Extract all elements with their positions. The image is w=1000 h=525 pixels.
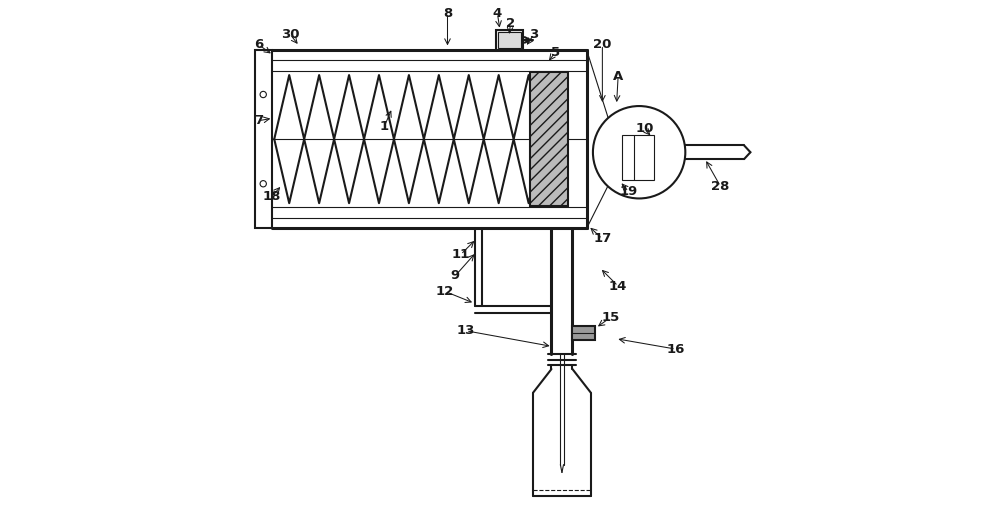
Circle shape (260, 91, 266, 98)
Text: 2: 2 (506, 17, 515, 30)
Bar (530, 72, 568, 206)
Text: 17: 17 (593, 233, 612, 245)
Text: 12: 12 (436, 285, 454, 298)
Text: 28: 28 (711, 180, 730, 193)
Text: 9: 9 (451, 269, 460, 282)
Text: 16: 16 (667, 343, 685, 355)
Text: 15: 15 (601, 311, 619, 324)
Bar (622, 135, 654, 180)
Text: 14: 14 (609, 280, 627, 292)
Circle shape (593, 106, 685, 198)
Bar (255, 50, 272, 228)
Text: 30: 30 (281, 28, 299, 40)
Text: 3: 3 (530, 28, 539, 40)
Text: 13: 13 (457, 324, 475, 337)
Text: 20: 20 (593, 38, 612, 51)
Text: A: A (613, 70, 623, 82)
Bar (496, 30, 523, 50)
Bar (498, 32, 521, 48)
Text: 1: 1 (380, 120, 389, 132)
Text: 8: 8 (443, 7, 452, 19)
Bar (572, 326, 595, 340)
Text: 6: 6 (254, 38, 263, 51)
Text: 10: 10 (635, 122, 654, 135)
Text: 5: 5 (551, 46, 560, 59)
Circle shape (260, 181, 266, 187)
Text: 18: 18 (262, 191, 281, 203)
Text: 19: 19 (620, 185, 638, 198)
Text: 7: 7 (254, 114, 263, 127)
Text: 4: 4 (493, 7, 502, 19)
Text: 11: 11 (452, 248, 470, 261)
